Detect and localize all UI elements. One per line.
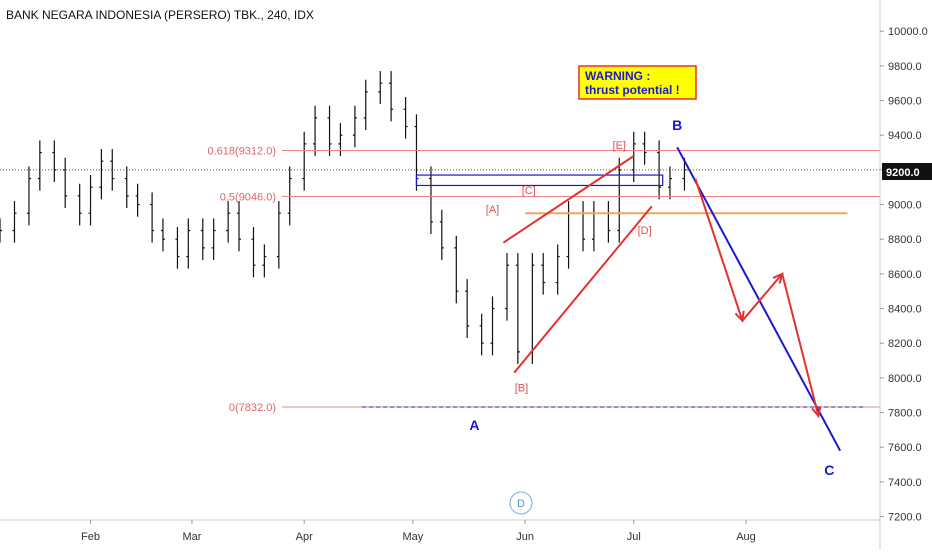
y-tick-label: 8600.0 <box>888 269 922 281</box>
current-price-label: 9200.0 <box>886 167 920 179</box>
x-axis: Feb Mar Apr May Jun Jul Aug <box>0 519 880 543</box>
warning-box: WARNING : thrust potential ! <box>578 65 697 100</box>
y-tick-label: 9600.0 <box>888 96 922 108</box>
subwave-label: [C] <box>522 185 536 197</box>
x-tick-label: Aug <box>736 531 756 543</box>
annotations-layer: 0.618(9312.0) 0.5(9046.0) 0(7832.0) A B C [A] [… <box>208 117 880 478</box>
y-tick-label: 8400.0 <box>888 304 922 316</box>
wave-c-projection-line <box>676 146 842 452</box>
y-tick-label: 9000.0 <box>888 200 922 212</box>
y-tick-label: 7600.0 <box>888 442 922 454</box>
zigzag-arrowhead <box>811 406 822 419</box>
x-tick-label: Jun <box>516 531 534 543</box>
x-tick-label: Apr <box>296 531 313 543</box>
wave-label-c: C <box>824 462 834 478</box>
current-price-tag: 9200.0 <box>882 163 932 180</box>
y-tick-label: 9400.0 <box>888 130 922 142</box>
upper-channel-line <box>502 155 635 244</box>
y-tick-label: 9800.0 <box>888 61 922 73</box>
zigzag-projection-segment <box>781 273 820 417</box>
lower-channel-line <box>513 205 653 374</box>
x-tick-label: Jul <box>627 531 641 543</box>
warning-line2: thrust potential ! <box>585 83 680 97</box>
zigzag-projection-segment <box>694 178 744 321</box>
badge-letter: D <box>517 498 525 510</box>
chart-event-badge[interactable]: D <box>509 491 533 515</box>
y-tick-label: 7200.0 <box>888 512 922 524</box>
wave-label-b: B <box>672 117 682 133</box>
y-tick-label: 8200.0 <box>888 338 922 350</box>
resistance-zone-box <box>415 174 664 187</box>
y-tick-label: 8800.0 <box>888 234 922 246</box>
warning-line1: WARNING : <box>585 69 650 83</box>
y-tick-label: 10000.0 <box>888 26 928 38</box>
price-bars <box>0 71 687 364</box>
y-tick-label: 8000.0 <box>888 373 922 385</box>
x-tick-label: Mar <box>182 531 201 543</box>
subwave-label: [D] <box>638 225 652 237</box>
zigzag-projection-segment <box>741 273 783 322</box>
subwave-label: [E] <box>613 140 626 152</box>
fib-level-label: 0(7832.0) <box>229 402 276 414</box>
subwave-label: [B] <box>515 383 528 395</box>
fib-level-label: 0.618(9312.0) <box>208 145 277 157</box>
x-tick-label: Feb <box>81 531 100 543</box>
y-tick-label: 7400.0 <box>888 477 922 489</box>
wave-label-a: A <box>469 417 479 433</box>
y-axis: 7200.0 7400.0 7600.0 7800.0 8000.0 8200.0 8400… <box>879 0 928 550</box>
y-tick-label: 7800.0 <box>888 408 922 420</box>
fib-level-label: 0.5(9046.0) <box>220 192 276 204</box>
subwave-label: [A] <box>486 204 499 216</box>
x-tick-label: May <box>402 531 423 543</box>
chart-title: BANK NEGARA INDONESIA (PERSERO) TBK., 24… <box>6 8 314 22</box>
